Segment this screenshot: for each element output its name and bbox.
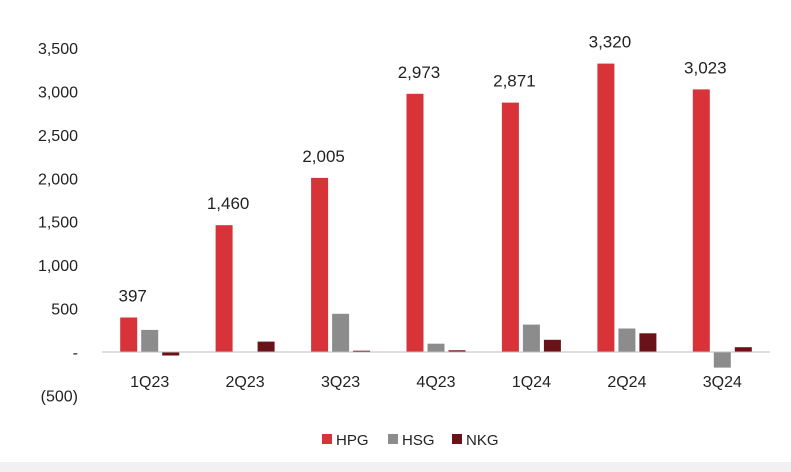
data-label: 397 (119, 287, 147, 306)
y-tick-label: 2,000 (38, 171, 78, 188)
legend-swatch-hpg (322, 434, 332, 444)
legend-swatch-nkg (452, 434, 462, 444)
y-axis: (500) - 500 1,000 1,500 2,000 2,500 3,000 3,500 (38, 41, 78, 405)
bar-hpg-1q23 (120, 317, 138, 352)
footer-band (0, 462, 791, 472)
data-label: 3,023 (684, 58, 727, 77)
legend: HPG HSG NKG (322, 432, 499, 449)
x-tick-label: 2Q24 (607, 374, 646, 391)
bar-hpg-1q24 (501, 102, 519, 352)
y-tick-label: 3,000 (38, 84, 78, 101)
y-tick-label: 1,500 (38, 215, 78, 232)
bar-hsg-3q24 (713, 352, 731, 368)
legend-label-hpg: HPG (336, 432, 369, 449)
data-label: 3,320 (589, 33, 632, 52)
bar-hpg-3q24 (692, 89, 710, 353)
bar-hsg-2q24 (618, 328, 636, 352)
x-tick-label: 2Q23 (226, 374, 265, 391)
data-labels: 397 1,460 2,005 2,973 2,871 3,320 3,023 (119, 33, 727, 306)
bar-hsg-1q24 (522, 324, 540, 352)
data-label: 2,005 (302, 147, 345, 166)
y-tick-label: 500 (51, 302, 78, 319)
x-tick-label: 1Q23 (130, 374, 169, 391)
x-axis: 1Q23 2Q23 3Q23 4Q23 1Q24 2Q24 3Q24 (130, 374, 742, 391)
bar-hpg-2q24 (597, 63, 615, 352)
y-tick-label: (500) (41, 388, 78, 405)
y-tick-label: - (73, 345, 78, 362)
bar-nkg-2q24 (639, 333, 657, 352)
y-tick-label: 2,500 (38, 128, 78, 145)
bar-nkg-1q23 (162, 352, 180, 356)
legend-swatch-hsg (388, 434, 398, 444)
bar-nkg-1q24 (543, 339, 561, 352)
x-tick-label: 4Q23 (416, 374, 455, 391)
bar-hpg-3q23 (311, 177, 329, 352)
x-tick-label: 3Q24 (703, 374, 742, 391)
y-tick-label: 3,500 (38, 41, 78, 58)
x-tick-label: 3Q23 (321, 374, 360, 391)
bar-nkg-3q24 (734, 347, 752, 352)
bars (120, 63, 752, 368)
legend-label-hsg: HSG (402, 432, 435, 449)
bar-nkg-2q23 (257, 341, 275, 352)
bar-hsg-1q23 (141, 329, 159, 352)
bar-nkg-4q23 (448, 350, 466, 352)
data-label: 2,871 (493, 72, 536, 91)
x-tick-label: 1Q24 (512, 374, 551, 391)
bar-hsg-3q23 (332, 313, 350, 352)
data-label: 1,460 (207, 194, 250, 213)
y-tick-label: 1,000 (38, 258, 78, 275)
bar-hpg-2q23 (215, 225, 233, 352)
bar-hpg-4q23 (406, 93, 424, 353)
bar-nkg-3q23 (353, 350, 371, 352)
legend-label-nkg: NKG (466, 432, 499, 449)
bar-hsg-4q23 (427, 343, 445, 352)
data-label: 2,973 (398, 63, 441, 82)
